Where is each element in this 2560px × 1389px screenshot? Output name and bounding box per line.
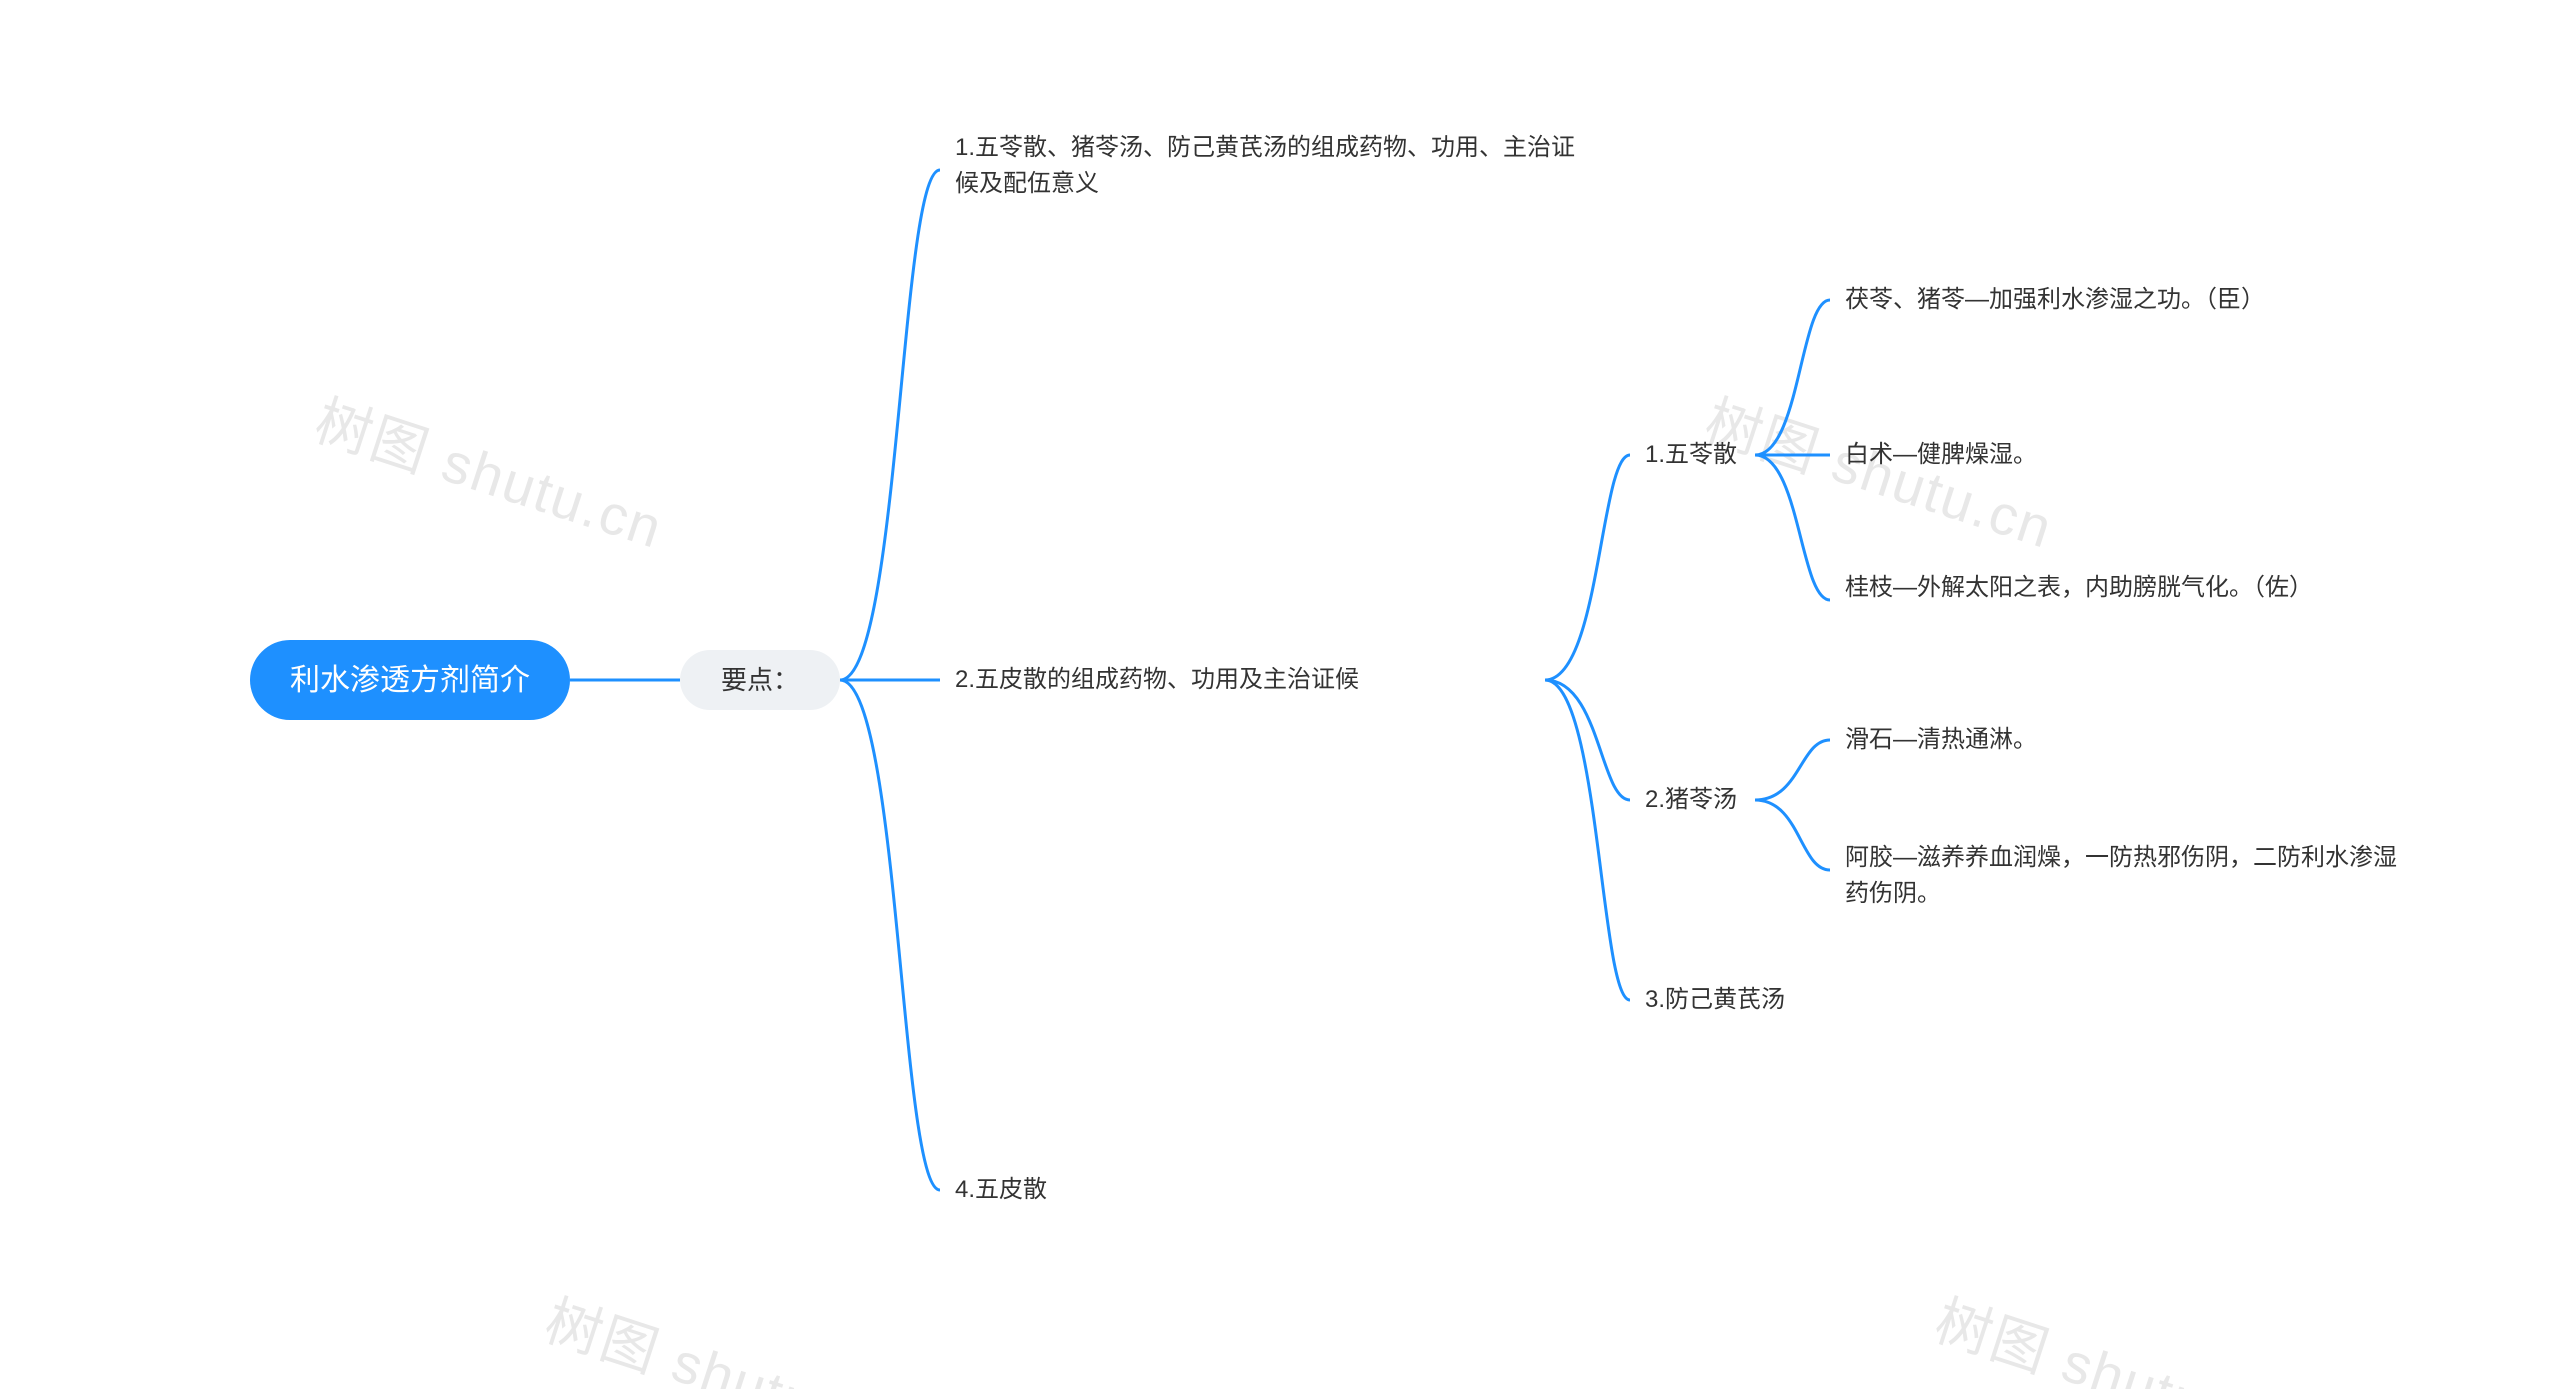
- mindmap-node-l3-1[interactable]: 1.五苓散: [1645, 437, 1775, 473]
- mindmap-node-l4b-1[interactable]: 滑石—清热通淋。: [1845, 722, 2245, 758]
- watermark: 树图 shutu.cn: [306, 376, 675, 565]
- watermark: 树图 shutu.cn: [536, 1276, 905, 1389]
- mindmap-node-l4a-2[interactable]: 白术—健脾燥湿。: [1845, 437, 2245, 473]
- mindmap-root[interactable]: 利水渗透方剂简介: [250, 640, 570, 720]
- mindmap-node-l4a-3[interactable]: 桂枝—外解太阳之表，内助膀胱气化。（佐）: [1845, 570, 2405, 606]
- mindmap-node-l3-3[interactable]: 3.防己黄芪汤: [1645, 982, 1845, 1018]
- mindmap-node-l4a-1[interactable]: 茯苓、猪苓—加强利水渗湿之功。（臣）: [1845, 282, 2405, 318]
- mindmap-node-level1[interactable]: 要点：: [680, 650, 840, 710]
- mindmap-node-l4b-2[interactable]: 阿胶—滋养养血润燥，一防热邪伤阴，二防利水渗湿药伤阴。: [1845, 840, 2405, 912]
- watermark: 树图 shutu.cn: [1926, 1276, 2295, 1389]
- mindmap-node-l2-1[interactable]: 1.五苓散、猪苓汤、防己黄芪汤的组成药物、功用、主治证候及配伍意义: [955, 130, 1575, 202]
- mindmap-node-l3-2[interactable]: 2.猪苓汤: [1645, 782, 1775, 818]
- mindmap-node-l2-4[interactable]: 4.五皮散: [955, 1172, 1255, 1208]
- mindmap-node-l2-2[interactable]: 2.五皮散的组成药物、功用及主治证候: [955, 662, 1545, 698]
